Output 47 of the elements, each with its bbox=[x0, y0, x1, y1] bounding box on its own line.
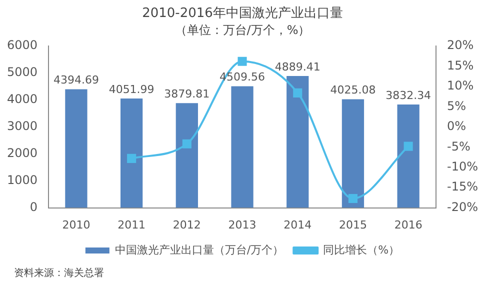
legend-label: 中国激光产业出口量（万台/万个） bbox=[114, 243, 284, 256]
data-label: 4394.69 bbox=[53, 74, 99, 87]
y2-tick-label: -5% bbox=[447, 139, 470, 154]
y-tick-label: 3000 bbox=[6, 119, 38, 134]
y2-tick-label: 10% bbox=[447, 78, 474, 93]
data-label: 4889.41 bbox=[274, 60, 320, 74]
point bbox=[348, 194, 358, 204]
bar bbox=[231, 86, 254, 208]
point bbox=[404, 142, 413, 151]
x-tick-label: 2015 bbox=[338, 218, 367, 232]
y-tick-label: 4000 bbox=[6, 92, 38, 106]
bar bbox=[342, 99, 364, 208]
bar bbox=[120, 98, 143, 208]
point bbox=[127, 154, 136, 163]
chart-title: 2010-2016年中国激光产业出口量 bbox=[142, 6, 343, 22]
y-tick-label: 5000 bbox=[6, 65, 38, 80]
y2-tick-label: 0% bbox=[447, 119, 466, 134]
y-tick-label: 2000 bbox=[6, 146, 38, 160]
y2-tick-label: -15% bbox=[447, 180, 478, 194]
point bbox=[238, 56, 247, 66]
chart-subtitle: （单位：万台/万个，%） bbox=[174, 22, 310, 37]
bar bbox=[286, 76, 309, 208]
data-label: 4025.08 bbox=[330, 84, 376, 97]
bar bbox=[397, 104, 420, 208]
x-tick-label: 2010 bbox=[62, 218, 90, 232]
y-tick-label: 6000 bbox=[6, 38, 38, 52]
x-tick-label: 2016 bbox=[394, 218, 422, 232]
text: 资料来源：海关总署 bbox=[13, 266, 105, 280]
point bbox=[182, 139, 192, 148]
y2-tick-label: -10% bbox=[447, 159, 478, 174]
data-label: 4051.99 bbox=[108, 82, 154, 96]
x-tick-label: 2014 bbox=[284, 218, 312, 232]
y-tick-label: 0 bbox=[30, 200, 38, 214]
y2-tick-label: 15% bbox=[447, 58, 474, 72]
point bbox=[293, 88, 302, 98]
legend-label: 同比增长（%） bbox=[323, 243, 400, 256]
y2-tick-label: -20% bbox=[447, 200, 478, 214]
bar bbox=[65, 89, 88, 208]
x-tick-label: 2013 bbox=[228, 218, 256, 232]
data-label: 3832.34 bbox=[386, 88, 432, 102]
bar bbox=[176, 103, 198, 208]
x-tick-label: 2011 bbox=[118, 218, 146, 232]
y2-tick-label: 20% bbox=[447, 38, 474, 52]
data-label: 3879.81 bbox=[164, 88, 210, 101]
y-tick-label: 1000 bbox=[6, 172, 38, 187]
y2-tick-label: 5% bbox=[447, 98, 466, 113]
x-tick-label: 2012 bbox=[172, 218, 201, 232]
